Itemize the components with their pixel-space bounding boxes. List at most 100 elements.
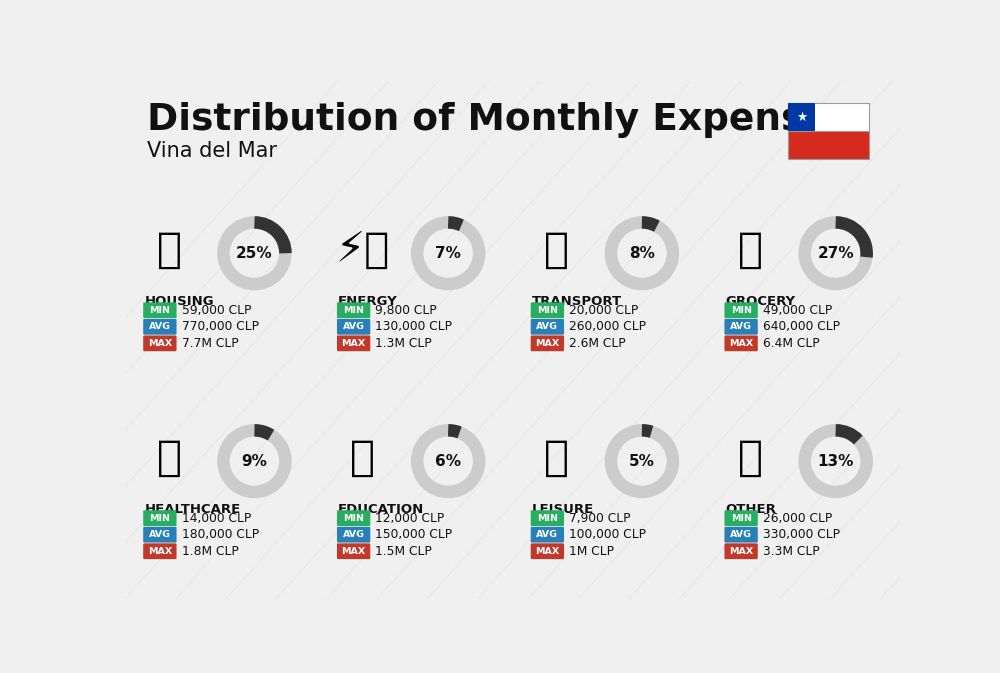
FancyBboxPatch shape <box>531 319 564 334</box>
Text: AVG: AVG <box>536 530 558 539</box>
Text: MIN: MIN <box>537 513 558 523</box>
Text: AVG: AVG <box>343 530 365 539</box>
Text: AVG: AVG <box>536 322 558 331</box>
Text: EDUCATION: EDUCATION <box>338 503 424 516</box>
FancyBboxPatch shape <box>531 510 564 526</box>
Text: MAX: MAX <box>342 339 366 348</box>
Text: AVG: AVG <box>730 530 752 539</box>
Text: 3.3M CLP: 3.3M CLP <box>763 544 819 558</box>
Text: AVG: AVG <box>149 322 171 331</box>
Text: MAX: MAX <box>535 339 560 348</box>
Text: 330,000 CLP: 330,000 CLP <box>763 528 840 541</box>
FancyBboxPatch shape <box>143 543 177 559</box>
Text: 770,000 CLP: 770,000 CLP <box>182 320 259 333</box>
FancyBboxPatch shape <box>724 335 758 351</box>
Text: 🎓: 🎓 <box>350 437 375 479</box>
Text: 1.8M CLP: 1.8M CLP <box>182 544 238 558</box>
Text: 130,000 CLP: 130,000 CLP <box>375 320 452 333</box>
Text: MAX: MAX <box>148 546 172 556</box>
FancyBboxPatch shape <box>531 543 564 559</box>
FancyBboxPatch shape <box>531 527 564 542</box>
FancyBboxPatch shape <box>143 527 177 542</box>
FancyBboxPatch shape <box>531 335 564 351</box>
Text: MIN: MIN <box>343 513 364 523</box>
Text: MIN: MIN <box>537 306 558 315</box>
Text: Distribution of Monthly Expenses: Distribution of Monthly Expenses <box>147 102 851 139</box>
Text: AVG: AVG <box>149 530 171 539</box>
Text: 8%: 8% <box>629 246 655 260</box>
Text: 🛍: 🛍 <box>544 437 569 479</box>
Text: 💰: 💰 <box>738 437 763 479</box>
FancyBboxPatch shape <box>724 510 758 526</box>
Text: 🏢: 🏢 <box>157 229 182 271</box>
FancyBboxPatch shape <box>337 543 370 559</box>
FancyBboxPatch shape <box>724 527 758 542</box>
Text: 6.4M CLP: 6.4M CLP <box>763 336 819 350</box>
Text: 2.6M CLP: 2.6M CLP <box>569 336 626 350</box>
Text: 1.5M CLP: 1.5M CLP <box>375 544 432 558</box>
Text: 25%: 25% <box>236 246 273 260</box>
Text: 🚌: 🚌 <box>544 229 569 271</box>
Text: MAX: MAX <box>342 546 366 556</box>
FancyBboxPatch shape <box>788 131 869 159</box>
Text: TRANSPORT: TRANSPORT <box>532 295 622 308</box>
Text: 100,000 CLP: 100,000 CLP <box>569 528 646 541</box>
FancyBboxPatch shape <box>337 319 370 334</box>
FancyBboxPatch shape <box>337 302 370 318</box>
Text: MAX: MAX <box>535 546 560 556</box>
Text: 9%: 9% <box>241 454 267 468</box>
FancyBboxPatch shape <box>724 543 758 559</box>
Text: MAX: MAX <box>729 339 753 348</box>
Text: 1M CLP: 1M CLP <box>569 544 614 558</box>
Text: 12,000 CLP: 12,000 CLP <box>375 511 445 525</box>
Text: 13%: 13% <box>817 454 854 468</box>
Text: 640,000 CLP: 640,000 CLP <box>763 320 840 333</box>
FancyBboxPatch shape <box>143 319 177 334</box>
Text: HOUSING: HOUSING <box>144 295 214 308</box>
Text: ⚡🏠: ⚡🏠 <box>336 229 390 271</box>
Text: ★: ★ <box>796 110 807 123</box>
FancyBboxPatch shape <box>143 335 177 351</box>
Text: OTHER: OTHER <box>726 503 776 516</box>
FancyBboxPatch shape <box>337 335 370 351</box>
Text: 7,900 CLP: 7,900 CLP <box>569 511 631 525</box>
Text: 🛒: 🛒 <box>738 229 763 271</box>
Text: MIN: MIN <box>149 306 170 315</box>
Text: MAX: MAX <box>148 339 172 348</box>
Text: 6%: 6% <box>435 454 461 468</box>
Text: HEALTHCARE: HEALTHCARE <box>144 503 241 516</box>
Text: 59,000 CLP: 59,000 CLP <box>182 304 251 317</box>
FancyBboxPatch shape <box>724 319 758 334</box>
Text: 26,000 CLP: 26,000 CLP <box>763 511 832 525</box>
Text: MAX: MAX <box>729 546 753 556</box>
FancyBboxPatch shape <box>788 103 815 131</box>
Text: 180,000 CLP: 180,000 CLP <box>182 528 259 541</box>
FancyBboxPatch shape <box>337 527 370 542</box>
FancyBboxPatch shape <box>143 302 177 318</box>
Text: 7%: 7% <box>435 246 461 260</box>
Text: Vina del Mar: Vina del Mar <box>147 141 277 161</box>
Text: MIN: MIN <box>343 306 364 315</box>
Text: 7.7M CLP: 7.7M CLP <box>182 336 238 350</box>
Text: 150,000 CLP: 150,000 CLP <box>375 528 452 541</box>
Text: MIN: MIN <box>731 306 752 315</box>
Text: AVG: AVG <box>343 322 365 331</box>
Text: 20,000 CLP: 20,000 CLP <box>569 304 638 317</box>
Text: 27%: 27% <box>817 246 854 260</box>
Text: LEISURE: LEISURE <box>532 503 594 516</box>
Text: 💓: 💓 <box>157 437 182 479</box>
Text: ENERGY: ENERGY <box>338 295 398 308</box>
Text: MIN: MIN <box>149 513 170 523</box>
Text: 5%: 5% <box>629 454 655 468</box>
Text: 14,000 CLP: 14,000 CLP <box>182 511 251 525</box>
Text: 49,000 CLP: 49,000 CLP <box>763 304 832 317</box>
Text: 1.3M CLP: 1.3M CLP <box>375 336 432 350</box>
Text: 260,000 CLP: 260,000 CLP <box>569 320 646 333</box>
Text: MIN: MIN <box>731 513 752 523</box>
FancyBboxPatch shape <box>143 510 177 526</box>
Text: 9,800 CLP: 9,800 CLP <box>375 304 437 317</box>
FancyBboxPatch shape <box>788 103 869 131</box>
FancyBboxPatch shape <box>531 302 564 318</box>
FancyBboxPatch shape <box>724 302 758 318</box>
FancyBboxPatch shape <box>337 510 370 526</box>
